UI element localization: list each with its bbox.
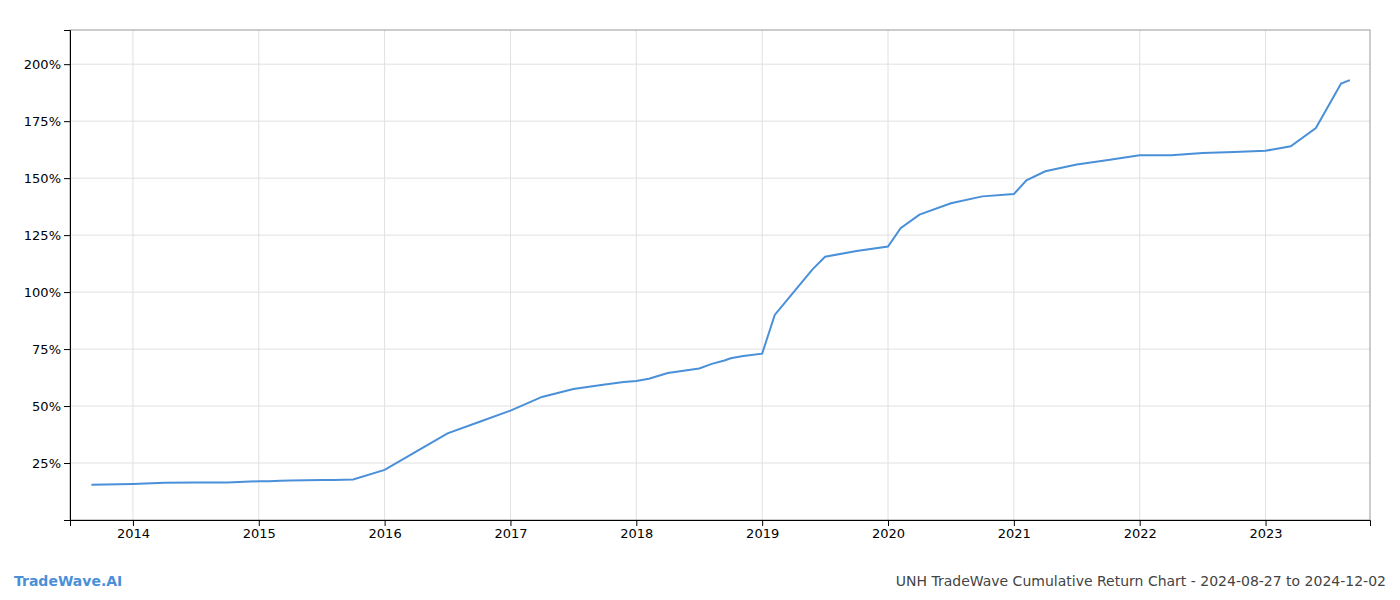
grid-line bbox=[1265, 30, 1266, 520]
chart: 2014 2015 2016 2017 2018 2019 2020 2021 2022 2023… bbox=[0, 0, 1400, 600]
tick-mark bbox=[64, 292, 70, 293]
tick: 2014 bbox=[117, 520, 150, 541]
tick-mark bbox=[636, 520, 637, 526]
tick-mark bbox=[64, 349, 70, 350]
tick-mark bbox=[510, 520, 511, 526]
tick: 175% bbox=[24, 114, 70, 129]
tick-mark bbox=[133, 520, 134, 526]
tick-label: 2014 bbox=[117, 526, 150, 541]
tick: 2021 bbox=[998, 520, 1031, 541]
tick-mark bbox=[1266, 520, 1267, 526]
grid-line bbox=[888, 30, 889, 520]
grid-line bbox=[70, 178, 1370, 179]
tick-label: 2021 bbox=[998, 526, 1031, 541]
grid-line bbox=[70, 463, 1370, 464]
tick: 100% bbox=[24, 285, 70, 300]
axis-line bbox=[71, 521, 1371, 527]
tick-label: 100% bbox=[24, 285, 61, 300]
tick: 2019 bbox=[746, 520, 779, 541]
tick-label: 175% bbox=[24, 114, 61, 129]
tick: 2018 bbox=[620, 520, 653, 541]
grid-line bbox=[258, 30, 259, 520]
tick-label: 200% bbox=[24, 57, 61, 72]
tick: 75% bbox=[32, 342, 70, 357]
grid-line bbox=[132, 30, 133, 520]
tick-mark bbox=[64, 235, 70, 236]
footer-right: UNH TradeWave Cumulative Return Chart - … bbox=[896, 573, 1386, 589]
tick: 25% bbox=[32, 456, 70, 471]
tick: 2022 bbox=[1124, 520, 1157, 541]
tick-label: 2016 bbox=[369, 526, 402, 541]
tick-label: 125% bbox=[24, 228, 61, 243]
tick-mark bbox=[64, 406, 70, 407]
plot-area: 2014 2015 2016 2017 2018 2019 2020 2021 2022 2023… bbox=[24, 30, 1371, 541]
tick-mark bbox=[64, 121, 70, 122]
grid-line bbox=[70, 349, 1370, 350]
tick-mark bbox=[1014, 520, 1015, 526]
grid-line bbox=[1139, 30, 1140, 520]
tick-mark bbox=[888, 520, 889, 526]
grid-line bbox=[384, 30, 385, 520]
grid-line bbox=[70, 235, 1370, 236]
grid-line bbox=[70, 406, 1370, 407]
tick: 2016 bbox=[369, 520, 402, 541]
x-axis: 2014 2015 2016 2017 2018 2019 2020 2021 2022 2023 bbox=[71, 520, 1371, 541]
grid-line bbox=[636, 30, 637, 520]
tick: 50% bbox=[32, 399, 70, 414]
tick-label: 25% bbox=[32, 456, 61, 471]
tick: 150% bbox=[24, 171, 70, 186]
tick-mark bbox=[1140, 520, 1141, 526]
tick: 2015 bbox=[243, 520, 276, 541]
tick: 200% bbox=[24, 57, 70, 72]
tick-mark bbox=[64, 463, 70, 464]
tick: 2023 bbox=[1250, 520, 1283, 541]
tick-label: 2019 bbox=[746, 526, 779, 541]
tick-label: 75% bbox=[32, 342, 61, 357]
tick-label: 50% bbox=[32, 399, 61, 414]
tick-label: 2018 bbox=[620, 526, 653, 541]
plot-frame bbox=[70, 30, 1370, 520]
grid bbox=[70, 30, 1370, 520]
tick: 2017 bbox=[494, 520, 527, 541]
tick-mark bbox=[385, 520, 386, 526]
tick: 125% bbox=[24, 228, 70, 243]
tick-mark bbox=[64, 64, 70, 65]
tick-label: 2015 bbox=[243, 526, 276, 541]
grid-line bbox=[762, 30, 763, 520]
grid-line bbox=[1013, 30, 1014, 520]
footer-left: TradeWave.AI bbox=[14, 573, 122, 589]
grid-line bbox=[70, 64, 1370, 65]
tick-label: 2017 bbox=[494, 526, 527, 541]
grid-line bbox=[70, 121, 1370, 122]
tick: 2020 bbox=[872, 520, 905, 541]
marks bbox=[91, 80, 1349, 485]
tick-mark bbox=[259, 520, 260, 526]
grid-line bbox=[70, 292, 1370, 293]
axis-line bbox=[64, 31, 71, 521]
y-axis: 25% 50% 75% 100% 125% 150% 175% 200% bbox=[24, 31, 71, 521]
tick-label: 150% bbox=[24, 171, 61, 186]
tick-label: 2023 bbox=[1250, 526, 1283, 541]
tick-mark bbox=[64, 178, 70, 179]
line bbox=[91, 80, 1349, 485]
tick-mark bbox=[762, 520, 763, 526]
tick-label: 2022 bbox=[1124, 526, 1157, 541]
tick-label: 2020 bbox=[872, 526, 905, 541]
grid-line bbox=[510, 30, 511, 520]
